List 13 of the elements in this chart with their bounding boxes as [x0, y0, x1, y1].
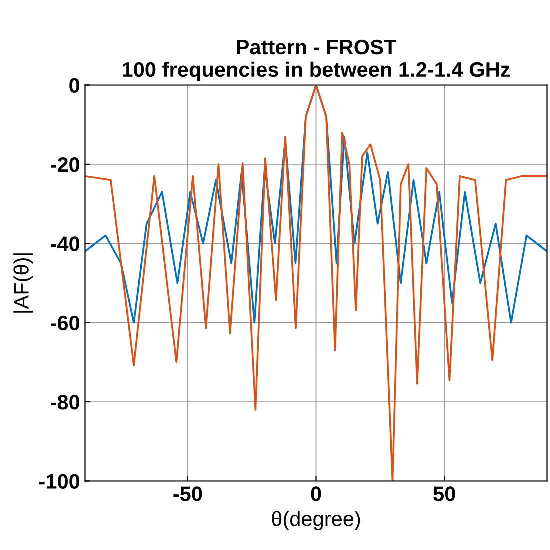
x-tick-label: 50 [434, 486, 456, 502]
x-axis-title: θ(degree) [272, 511, 360, 531]
x-tick-label: 0 [311, 486, 322, 502]
y-tick-label: -20 [51, 157, 80, 172]
x-tick-label: -50 [174, 486, 202, 502]
chart-title: Pattern - FROST 100 frequencies in between 1.2-1.4 GHz [123, 40, 510, 82]
y-axis-title: |AF(θ)| [14, 254, 34, 313]
y-tick-label: -40 [51, 236, 80, 252]
y-tick-label: 0 [70, 78, 80, 94]
y-tick-label: -80 [51, 395, 80, 410]
y-tick-label: -60 [51, 316, 80, 331]
line-series [85, 85, 548, 482]
y-tick-label: -100 [40, 474, 80, 490]
